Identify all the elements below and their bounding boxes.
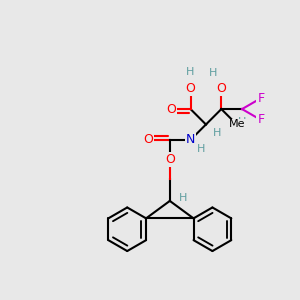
Text: H: H xyxy=(213,128,221,138)
Text: H: H xyxy=(179,193,187,203)
Text: H: H xyxy=(197,144,206,154)
Text: O: O xyxy=(216,82,226,95)
Text: F: F xyxy=(257,92,265,105)
Text: O: O xyxy=(165,153,175,166)
Text: Me: Me xyxy=(229,119,245,130)
Text: O: O xyxy=(143,134,153,146)
Text: O: O xyxy=(186,82,196,95)
Text: H: H xyxy=(186,67,195,77)
Text: H: H xyxy=(208,68,217,78)
Text: F: F xyxy=(257,113,265,127)
Text: O: O xyxy=(166,103,176,116)
Text: H: H xyxy=(238,117,246,127)
Text: N: N xyxy=(186,134,195,146)
